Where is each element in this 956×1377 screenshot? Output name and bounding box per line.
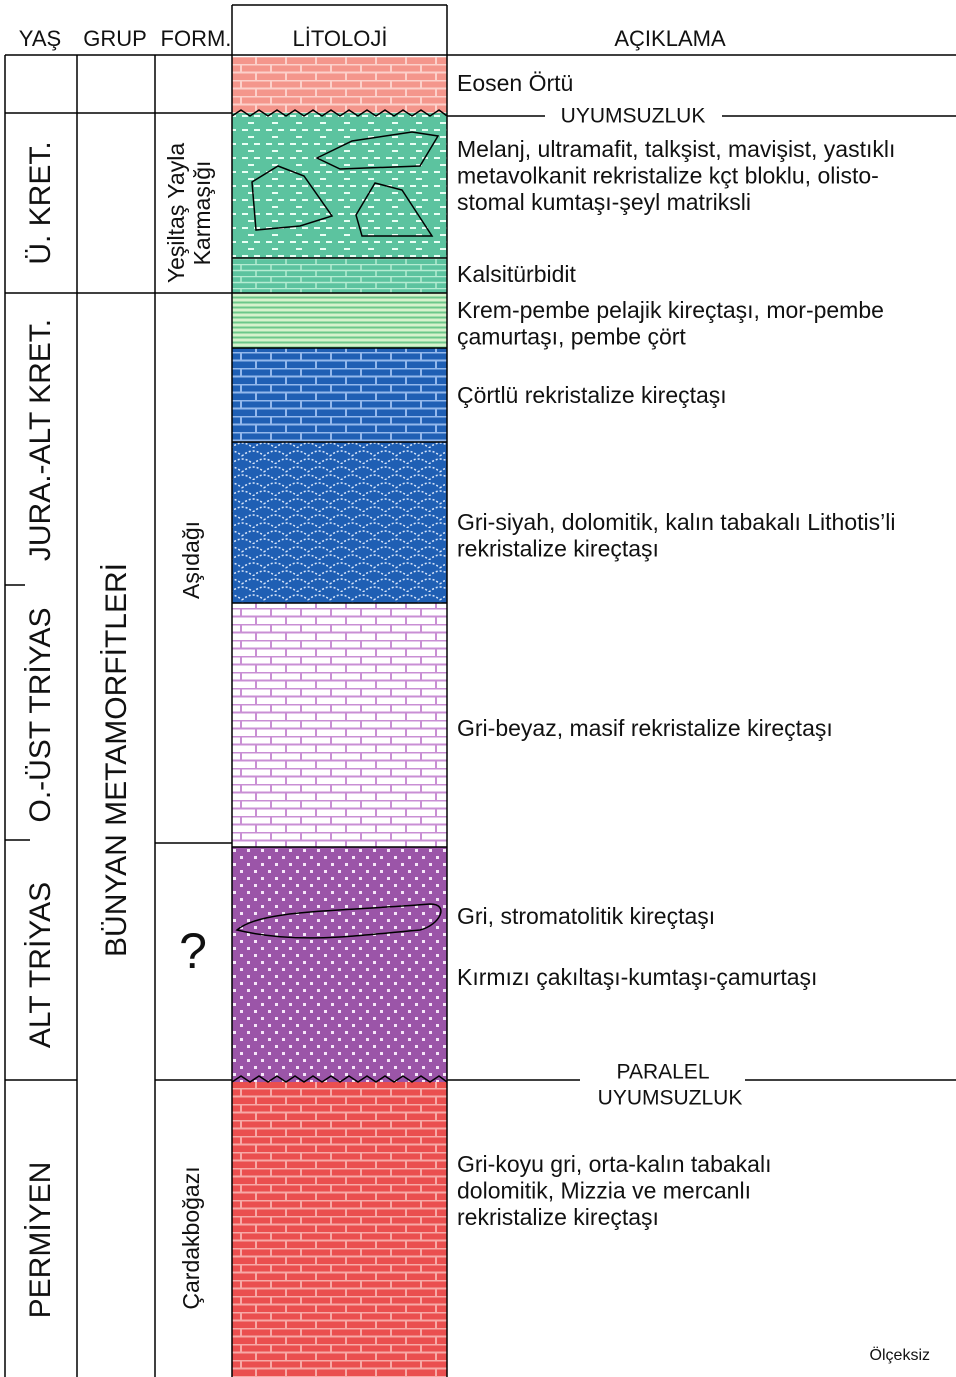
layer-dolomitic-limestone (232, 442, 447, 603)
formation-label: Yeşiltaş Yayla (163, 143, 189, 283)
descriptions: Eosen Örtü Melanj, ultramafit, talkşist, … (457, 70, 895, 1230)
layer-eocene (232, 57, 447, 113)
description-line: Krem-pembe pelajik kireçtaşı, mor-pembe (457, 297, 884, 323)
description-line: rekristalize kireçtaşı (457, 536, 659, 562)
age-label: PERMİYEN (24, 1162, 57, 1319)
stratigraphic-column: YAŞ GRUP FORM. LİTOLOJİ AÇIKLAMA Ü. KRET… (0, 0, 956, 1377)
layer-calciturbidite (232, 258, 447, 293)
description-line: Melanj, ultramafit, talkşist, mavişist, … (457, 136, 895, 162)
scale-note: Ölçeksiz (870, 1346, 930, 1364)
age-label: ALT TRİYAS (24, 882, 57, 1048)
formation-label: Karmaşığı (189, 161, 215, 266)
header-line (5, 5, 956, 55)
layer-cherty-limestone (232, 348, 447, 442)
unconformity-label: UYUMSUZLUK (598, 1087, 743, 1110)
description-line: Gri, stromatolitik kireçtaşı (457, 903, 715, 929)
formation-label: Çardakboğazı (178, 1166, 204, 1309)
description-line: Eosen Örtü (457, 70, 573, 96)
description-line: Gri-beyaz, masif rekristalize kireçtaşı (457, 715, 833, 741)
description-line: rekristalize kireçtaşı (457, 1204, 659, 1230)
column-header: FORM. (161, 26, 232, 51)
column-header: AÇIKLAMA (614, 26, 726, 51)
formation-label: Aşıdağı (178, 521, 204, 599)
column-header: LİTOLOJİ (293, 26, 388, 51)
age-label: Ü. KRET. (24, 141, 57, 264)
age-label: O.-ÜST TRİYAS (24, 607, 57, 822)
description-line: Kırmızı çakıltaşı-kumtaşı-çamurtaşı (457, 964, 817, 990)
description-line: metavolkanit rekristalize kçt bloklu, ol… (457, 163, 879, 189)
description-line: Gri-siyah, dolomitik, kalın tabakalı Lit… (457, 509, 895, 535)
layer-massive-limestone (232, 603, 447, 847)
column-header: GRUP (83, 26, 147, 51)
lithology (232, 57, 447, 1377)
layer-pelagic (232, 293, 447, 348)
formation-label: ? (179, 923, 207, 979)
layer-red-clastics (232, 847, 447, 1082)
description-line: dolomitik, Mizzia ve mercanlı (457, 1178, 751, 1204)
group-label: BÜNYAN METAMORFİTLERİ (100, 563, 133, 957)
age-label: JURA.-ALT KRET. (24, 319, 57, 561)
unconformity-label: UYUMSUZLUK (561, 105, 706, 128)
description-line: çamurtaşı, pembe çört (457, 324, 686, 350)
description-line: Gri-koyu gri, orta-kalın tabakalı (457, 1151, 771, 1177)
description-line: Çörtlü rekristalize kireçtaşı (457, 382, 727, 408)
description-line: stomal kumtaşı-şeyl matriksli (457, 189, 751, 215)
unconformity-label: PARALEL (617, 1061, 710, 1084)
layer-permian (232, 1082, 447, 1377)
description-line: Kalsitürbidit (457, 261, 576, 287)
column-header: YAŞ (19, 26, 61, 51)
